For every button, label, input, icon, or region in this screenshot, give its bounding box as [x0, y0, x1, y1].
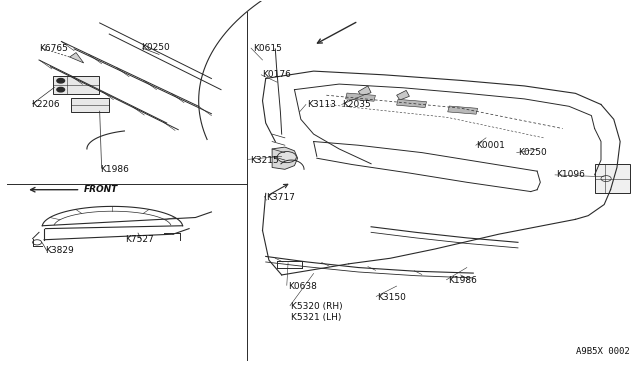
Circle shape — [277, 151, 296, 163]
Text: K6765: K6765 — [39, 44, 68, 53]
Bar — [595, 164, 630, 193]
Text: K0615: K0615 — [253, 44, 282, 53]
Circle shape — [57, 87, 65, 92]
Polygon shape — [358, 86, 371, 96]
Text: K2035: K2035 — [342, 100, 371, 109]
Text: K1096: K1096 — [556, 170, 585, 179]
Text: A9B5X 0002: A9B5X 0002 — [576, 347, 630, 356]
Text: K1986: K1986 — [448, 276, 477, 285]
Text: K0176: K0176 — [262, 70, 291, 79]
Text: K3215: K3215 — [250, 155, 278, 164]
Polygon shape — [272, 147, 298, 169]
Bar — [71, 98, 109, 112]
Text: K5321 (LH): K5321 (LH) — [291, 313, 342, 322]
Text: K2206: K2206 — [31, 100, 60, 109]
Text: K3150: K3150 — [378, 293, 406, 302]
Text: K7527: K7527 — [125, 235, 154, 244]
Polygon shape — [70, 52, 84, 63]
Text: K3829: K3829 — [45, 246, 74, 255]
Text: K3717: K3717 — [266, 193, 294, 202]
Text: K0001: K0001 — [476, 141, 506, 150]
Bar — [448, 106, 477, 114]
Text: K3113: K3113 — [307, 100, 336, 109]
Text: K5320 (RH): K5320 (RH) — [291, 302, 343, 311]
Text: FRONT: FRONT — [84, 185, 118, 194]
Circle shape — [57, 78, 65, 83]
Bar — [346, 93, 376, 101]
Text: K1986: K1986 — [100, 165, 129, 174]
Polygon shape — [397, 90, 410, 100]
Bar — [53, 76, 99, 94]
Text: K0250: K0250 — [518, 148, 547, 157]
Text: K0250: K0250 — [141, 42, 170, 51]
Bar — [397, 99, 426, 108]
Text: K0638: K0638 — [288, 282, 317, 291]
